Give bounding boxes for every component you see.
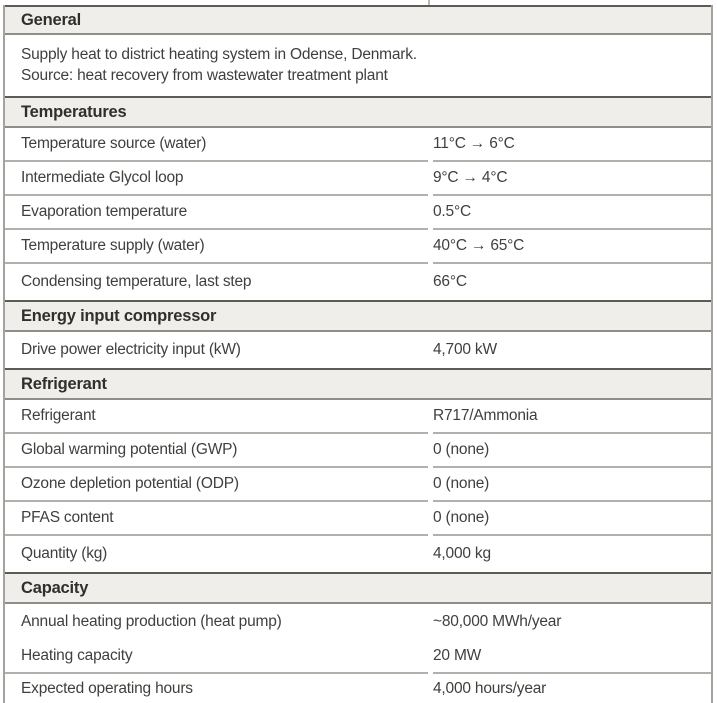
row-value: 0.5°C bbox=[433, 196, 711, 230]
section-header-refrigerant: Refrigerant bbox=[5, 368, 711, 400]
row-value: 0 (none) bbox=[433, 468, 711, 502]
section-title: Capacity bbox=[21, 578, 89, 597]
section-header-capacity: Capacity bbox=[5, 572, 711, 604]
row-label: Temperature source (water) bbox=[5, 128, 428, 162]
row-value: 11°C → 6°C bbox=[433, 128, 711, 162]
row-value: 20 MW bbox=[433, 640, 711, 674]
row-label: Ozone depletion potential (ODP) bbox=[5, 468, 428, 502]
table-row: Heating capacity 20 MW bbox=[5, 640, 711, 674]
table-row: Expected operating hours 4,000 hours/yea… bbox=[5, 674, 711, 703]
table-row: Annual heating production (heat pump) ~8… bbox=[5, 604, 711, 640]
row-value: 40°C → 65°C bbox=[433, 230, 711, 264]
row-label: Expected operating hours bbox=[21, 679, 193, 697]
table-row: Evaporation temperature 0.5°C bbox=[5, 196, 711, 230]
description-line-2: Source: heat recovery from wastewater tr… bbox=[21, 67, 388, 84]
table-row: Refrigerant R717/Ammonia bbox=[5, 400, 711, 434]
section-title: Energy input compressor bbox=[21, 306, 217, 325]
row-value: 4,000 kg bbox=[433, 545, 491, 562]
row-value: 0 (none) bbox=[433, 434, 711, 468]
row-label: Drive power electricity input (kW) bbox=[21, 341, 241, 358]
table-row: Condensing temperature, last step 66°C bbox=[5, 264, 711, 300]
section-header-temperatures: Temperatures bbox=[5, 96, 711, 128]
row-value: R717/Ammonia bbox=[433, 400, 711, 434]
description-line-1: Supply heat to district heating system i… bbox=[21, 46, 417, 63]
section-title: Temperatures bbox=[21, 102, 127, 121]
row-value: 66°C bbox=[433, 273, 467, 290]
section-header-general: General bbox=[5, 5, 711, 35]
row-value: 4,000 hours/year bbox=[433, 679, 547, 697]
row-label: Annual heating production (heat pump) bbox=[21, 613, 282, 630]
row-value: 4,700 kW bbox=[433, 341, 497, 358]
general-description: Supply heat to district heating system i… bbox=[5, 35, 711, 96]
section-title: Refrigerant bbox=[21, 374, 107, 393]
table-row: Global warming potential (GWP) 0 (none) bbox=[5, 434, 711, 468]
row-label: Evaporation temperature bbox=[5, 196, 428, 230]
specification-table: General Supply heat to district heating … bbox=[3, 5, 713, 703]
table-row: Quantity (kg) 4,000 kg bbox=[5, 536, 711, 572]
row-value: ~80,000 MWh/year bbox=[433, 613, 562, 630]
row-label: Quantity (kg) bbox=[21, 545, 108, 562]
table-row: Intermediate Glycol loop 9°C → 4°C bbox=[5, 162, 711, 196]
row-label: Heating capacity bbox=[5, 640, 428, 674]
table-row: Drive power electricity input (kW) 4,700… bbox=[5, 332, 711, 368]
table-row: Temperature source (water) 11°C → 6°C bbox=[5, 128, 711, 162]
row-value: 9°C → 4°C bbox=[433, 162, 711, 196]
section-title: General bbox=[21, 10, 82, 29]
row-label: Global warming potential (GWP) bbox=[5, 434, 428, 468]
section-header-energy-input: Energy input compressor bbox=[5, 300, 711, 332]
row-label: PFAS content bbox=[5, 502, 428, 536]
row-label: Refrigerant bbox=[5, 400, 428, 434]
cropped-divider-tick bbox=[428, 0, 430, 6]
row-label: Intermediate Glycol loop bbox=[5, 162, 428, 196]
row-label: Temperature supply (water) bbox=[5, 230, 428, 264]
table-row: PFAS content 0 (none) bbox=[5, 502, 711, 536]
table-row: Temperature supply (water) 40°C → 65°C bbox=[5, 230, 711, 264]
table-row: Ozone depletion potential (ODP) 0 (none) bbox=[5, 468, 711, 502]
row-value: 0 (none) bbox=[433, 502, 711, 536]
row-label: Condensing temperature, last step bbox=[21, 273, 252, 290]
